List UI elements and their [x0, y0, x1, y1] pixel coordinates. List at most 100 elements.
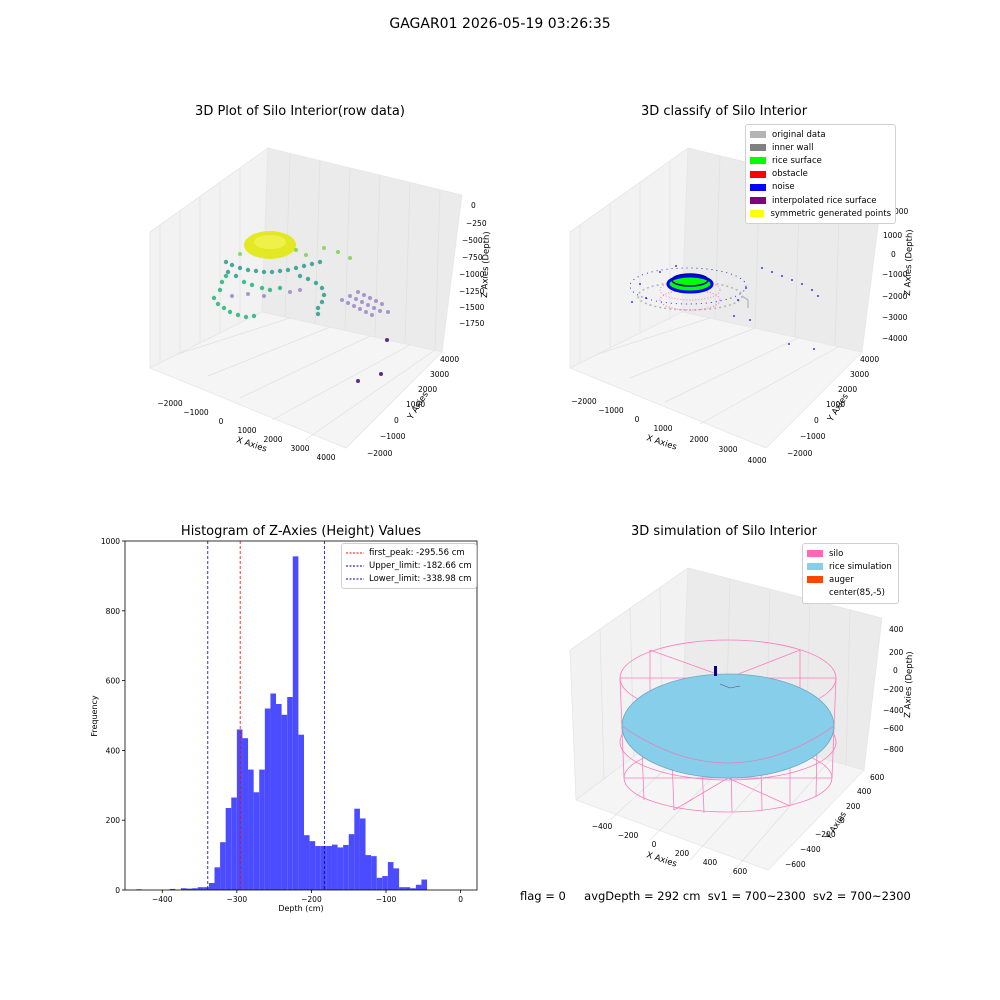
svg-text:000: 000 [894, 207, 909, 216]
panel3-title: Histogram of Z-Axies (Height) Values [180, 524, 422, 539]
panel1-ticks: −2000 −1000 0 1000 2000 3000 4000 −2000 … [157, 201, 487, 462]
histogram-bar [376, 877, 383, 890]
legend-item-silo: silo [807, 547, 894, 560]
y-tick-label: 200 [106, 816, 121, 825]
p1-ytick: 1000 [406, 400, 425, 409]
svg-text:−200: −200 [883, 685, 904, 694]
auger-marker [714, 666, 717, 676]
histogram-bar [371, 856, 377, 890]
p1-ytick: 3000 [430, 370, 449, 379]
svg-text:−3000: −3000 [882, 313, 908, 322]
p1-ztick: −1000 [459, 270, 485, 279]
hist-ylabel: Frequency [90, 695, 99, 737]
histogram-bars [136, 556, 428, 890]
histogram-bar [309, 841, 316, 890]
histogram-bar [292, 556, 299, 890]
histogram-bar [404, 887, 411, 890]
svg-text:4000: 4000 [860, 355, 879, 364]
histogram-bar [331, 844, 338, 890]
panel2-3d-plot: −2000 −1000 0 1000 2000 3000 4000 −2000 … [569, 147, 915, 465]
svg-text:−400: −400 [800, 845, 821, 854]
panel4-title: 3D simulation of Silo Interior [631, 524, 817, 539]
p1-xtick: 4000 [316, 453, 335, 462]
svg-text:200: 200 [846, 802, 861, 811]
histogram-bar [410, 888, 416, 890]
svg-text:0: 0 [652, 840, 657, 849]
svg-text:0: 0 [840, 816, 845, 825]
p2-xlabel: X Axies [645, 433, 678, 452]
p4-ylabel: Y Axies [824, 810, 850, 843]
histogram-bar [359, 818, 366, 890]
histogram-bar [415, 884, 422, 890]
svg-text:1000: 1000 [826, 400, 845, 409]
p1-ytick: −2000 [367, 449, 393, 458]
legend-item-auger: auger [807, 573, 894, 586]
histogram-bar [348, 834, 355, 890]
hist-xlabel: Depth (cm) [278, 904, 323, 913]
panel4-legend: silo rice simulation auger center(85,-5) [802, 543, 899, 604]
histogram-bar [387, 862, 394, 890]
p4-zlabel: Z Axies (Depth) [903, 651, 915, 718]
svg-text:3000: 3000 [718, 445, 737, 454]
svg-text:−4000: −4000 [882, 334, 908, 343]
p1-ztick: −1750 [459, 319, 485, 328]
svg-text:−1000: −1000 [882, 270, 908, 279]
svg-text:200: 200 [675, 849, 690, 858]
svg-text:−600: −600 [883, 724, 904, 733]
svg-text:0: 0 [891, 250, 896, 259]
histogram-bar [298, 734, 304, 890]
svg-text:−600: −600 [785, 860, 806, 869]
histogram-bar [365, 855, 372, 890]
legend-item-rice-simulation: rice simulation [807, 560, 894, 573]
p1-ytick: 4000 [440, 355, 459, 364]
histogram-reference-lines [207, 541, 325, 890]
svg-text:600: 600 [733, 867, 748, 876]
svg-text:1000: 1000 [883, 231, 902, 240]
histogram-bar [169, 888, 176, 890]
histogram-bar [337, 847, 344, 890]
x-tick-label: 0 [458, 895, 463, 904]
x-tick-label: −300 [227, 895, 248, 904]
legend-item-interpolated: interpolated rice surface [750, 194, 891, 207]
legend-item-obstacle: obstacle [750, 168, 891, 181]
histogram-frame [124, 540, 478, 891]
svg-text:−1000: −1000 [598, 406, 624, 415]
histogram-bar [382, 876, 388, 890]
svg-text:2000: 2000 [689, 435, 708, 444]
legend-item-lower-limit: Lower_limit: -338.98 cm [346, 573, 472, 584]
panel4-3d-plot: −400 −200 0 200 400 600 −600 −400 −200 0… [569, 567, 915, 876]
histogram-bar [270, 693, 277, 890]
histogram-bar [253, 792, 260, 890]
panel2-title: 3D classify of Silo Interior [640, 104, 808, 119]
svg-text:0: 0 [635, 415, 640, 424]
svg-text:−400: −400 [592, 822, 613, 831]
histogram-bar [354, 808, 360, 890]
svg-text:1000: 1000 [653, 424, 672, 433]
histogram-bar [242, 738, 249, 890]
p1-zlabel: Z Axies (Depth) [480, 231, 492, 298]
p1-xtick: 3000 [290, 444, 309, 453]
p1-ytick: −1000 [380, 432, 406, 441]
svg-text:3000: 3000 [850, 370, 869, 379]
p1-ztick: −250 [466, 219, 487, 228]
histogram-bar [186, 888, 193, 890]
y-tick-label: 600 [106, 677, 121, 686]
p2-zlabel: Z Axies (Depth) [903, 229, 915, 296]
x-tick-label: −100 [376, 895, 397, 904]
panel1-point-cloud [211, 231, 390, 383]
panel1-title: 3D Plot of Silo Interior(row data) [195, 104, 405, 119]
p1-ztick: −500 [462, 236, 483, 245]
p1-xtick: 1000 [237, 426, 256, 435]
p1-xtick: 2000 [263, 435, 282, 444]
histogram-bar [421, 879, 428, 890]
svg-text:400: 400 [857, 787, 872, 796]
svg-text:−400: −400 [883, 706, 904, 715]
histogram-bar [315, 846, 321, 890]
svg-text:−200: −200 [618, 831, 639, 840]
legend-item-upper-limit: Upper_limit: -182.66 cm [346, 560, 472, 571]
svg-text:−2000: −2000 [882, 292, 908, 301]
histogram-bar [214, 867, 221, 890]
p1-ytick: 2000 [418, 385, 437, 394]
svg-text:600: 600 [870, 773, 885, 782]
legend-item-center: center(85,-5) [829, 588, 885, 599]
